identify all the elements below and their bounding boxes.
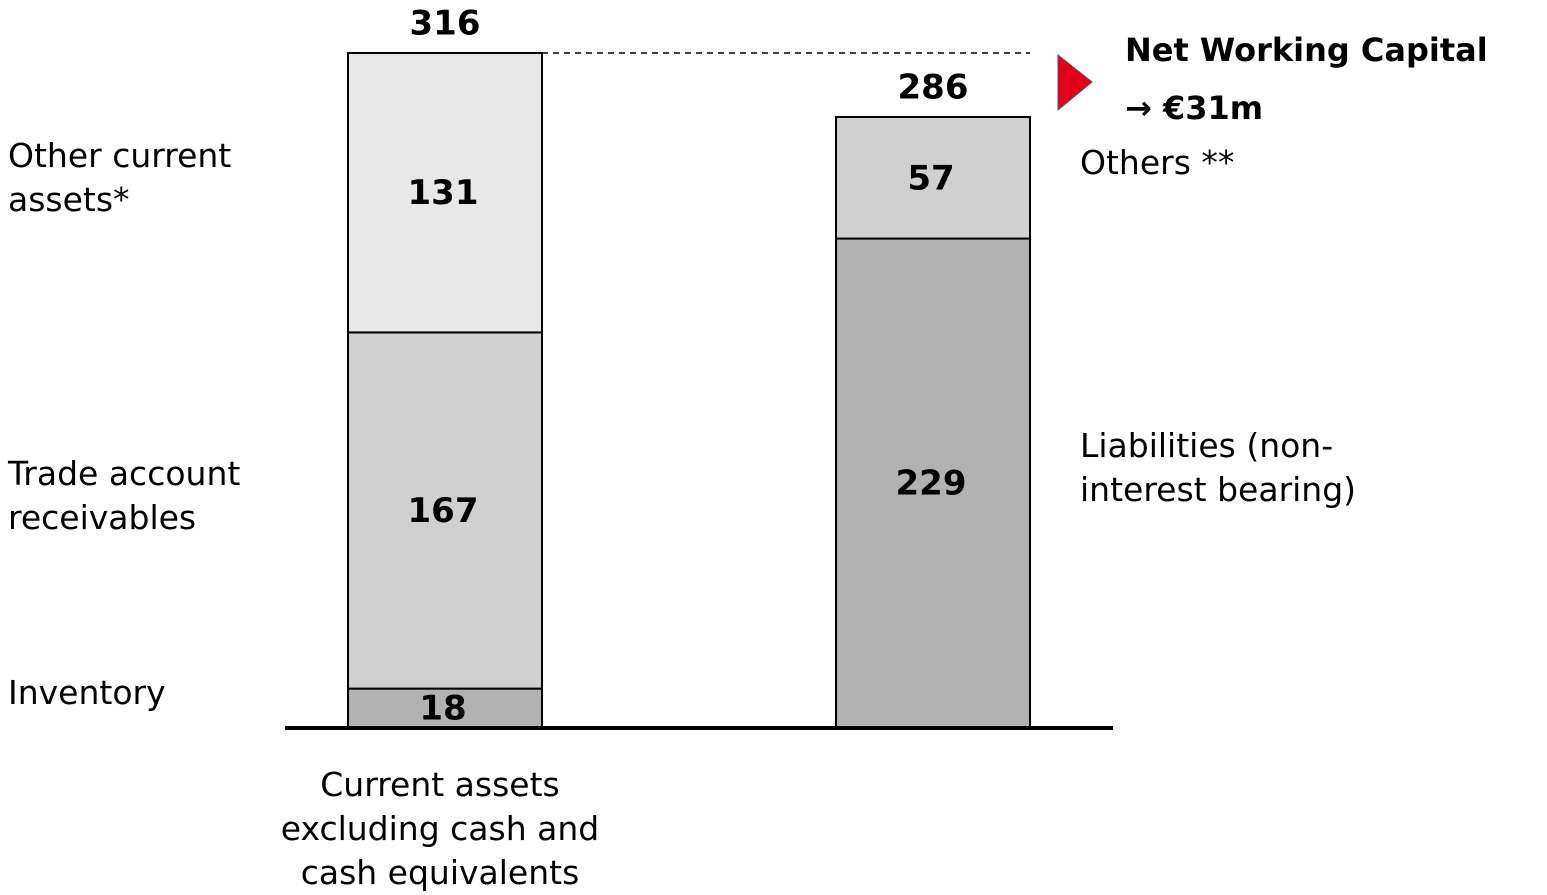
bar-segment xyxy=(347,687,543,729)
value-label: 131 xyxy=(408,173,479,213)
bar-segment xyxy=(835,115,1031,240)
total-label: 316 xyxy=(410,4,481,44)
bar-segment xyxy=(347,52,543,334)
value-label: 167 xyxy=(408,491,479,531)
value-label: 18 xyxy=(419,688,466,728)
value-label: 57 xyxy=(907,158,954,198)
total-label: 286 xyxy=(898,67,969,107)
marker-triangle xyxy=(1057,53,1093,112)
value-label: 229 xyxy=(896,463,967,503)
series-label: Other current assets* xyxy=(8,135,232,219)
series-label: Inventory xyxy=(8,672,166,712)
series-label: Liabilities (non-interest bearing) xyxy=(1080,425,1357,509)
series-label: Trade account receivables xyxy=(8,453,241,537)
series-label: Others ** xyxy=(1080,142,1235,182)
x-category-label: Current assets excluding cash and cash e… xyxy=(280,765,600,892)
annotation: → €31m xyxy=(1125,89,1264,127)
annotation: Net Working Capital xyxy=(1125,31,1488,69)
